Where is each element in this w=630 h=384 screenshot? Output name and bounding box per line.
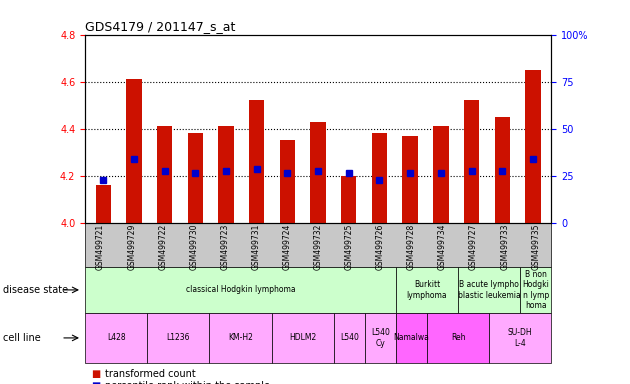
Text: cell line: cell line (3, 333, 41, 343)
Text: GSM499727: GSM499727 (469, 224, 478, 270)
Bar (433, 126, 449, 223)
Text: GSM499733: GSM499733 (500, 224, 509, 270)
Bar (280, 141, 295, 223)
Text: disease state: disease state (3, 285, 68, 295)
Text: GSM499728: GSM499728 (407, 224, 416, 270)
Text: L540: L540 (340, 333, 358, 343)
Text: L540
Cy: L540 Cy (371, 328, 390, 348)
Text: ■: ■ (91, 381, 101, 384)
Text: GDS4179 / 201147_s_at: GDS4179 / 201147_s_at (85, 20, 236, 33)
Bar (464, 101, 479, 223)
Bar (403, 136, 418, 223)
Bar (311, 122, 326, 223)
Bar (96, 185, 111, 223)
Bar (127, 79, 142, 223)
Text: GSM499722: GSM499722 (158, 224, 167, 270)
Text: L1236: L1236 (166, 333, 190, 343)
Bar (157, 126, 173, 223)
Bar (341, 176, 357, 223)
Text: GSM499725: GSM499725 (345, 224, 353, 270)
Bar (249, 101, 265, 223)
Text: GSM499731: GSM499731 (251, 224, 260, 270)
Text: ■: ■ (91, 369, 101, 379)
Text: GSM499729: GSM499729 (127, 224, 136, 270)
Text: classical Hodgkin lymphoma: classical Hodgkin lymphoma (186, 285, 295, 295)
Text: GSM499732: GSM499732 (314, 224, 323, 270)
Text: GSM499726: GSM499726 (376, 224, 385, 270)
Text: Burkitt
lymphoma: Burkitt lymphoma (406, 280, 447, 300)
Bar (188, 133, 203, 223)
Text: transformed count: transformed count (105, 369, 196, 379)
Text: B non
Hodgki
n lymp
homa: B non Hodgki n lymp homa (522, 270, 549, 310)
Text: B acute lympho
blastic leukemia: B acute lympho blastic leukemia (458, 280, 520, 300)
Text: KM-H2: KM-H2 (228, 333, 253, 343)
Text: GSM499721: GSM499721 (96, 224, 105, 270)
Text: Namalwa: Namalwa (394, 333, 429, 343)
Bar (495, 117, 510, 223)
Text: HDLM2: HDLM2 (289, 333, 316, 343)
Text: percentile rank within the sample: percentile rank within the sample (105, 381, 270, 384)
Text: GSM499730: GSM499730 (190, 224, 198, 270)
Text: GSM499724: GSM499724 (283, 224, 292, 270)
Text: Reh: Reh (450, 333, 466, 343)
Text: GSM499735: GSM499735 (531, 224, 540, 270)
Bar (525, 70, 541, 223)
Text: GSM499734: GSM499734 (438, 224, 447, 270)
Text: L428: L428 (107, 333, 125, 343)
Bar (219, 126, 234, 223)
Text: GSM499723: GSM499723 (220, 224, 229, 270)
Text: SU-DH
L-4: SU-DH L-4 (508, 328, 532, 348)
Bar (372, 133, 387, 223)
